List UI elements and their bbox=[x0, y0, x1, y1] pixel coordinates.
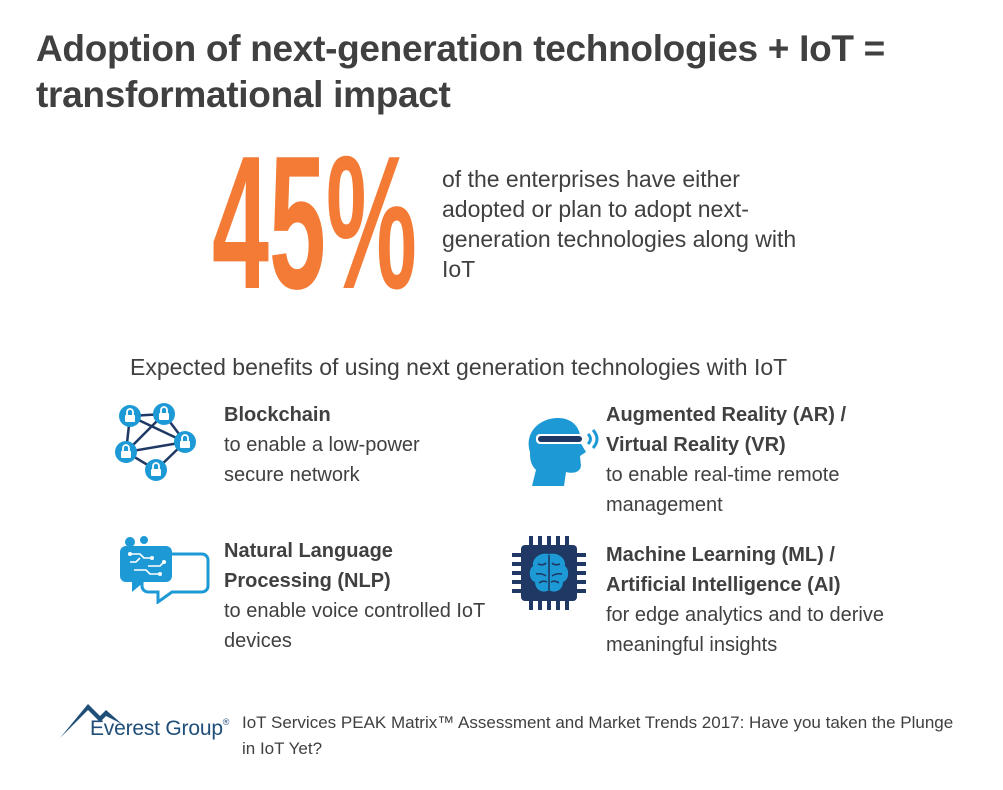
benefit-description: to enable real-time remote management bbox=[606, 464, 840, 516]
logo-registered-mark: ® bbox=[222, 717, 230, 727]
benefit-name: Machine Learning (ML) / Artificial Intel… bbox=[606, 544, 841, 596]
source-citation: IoT Services PEAK Matrix™ Assessment and… bbox=[242, 713, 954, 758]
benefit-name: Augmented Reality (AR) / Virtual Reality… bbox=[606, 404, 847, 456]
speech-bubbles-brain-icon bbox=[118, 536, 210, 605]
mountain-logo-icon bbox=[60, 704, 122, 738]
benefit-description: to enable a low-power secure network bbox=[224, 434, 420, 486]
brain-chip-icon bbox=[512, 536, 586, 610]
vr-headset-head-icon bbox=[518, 412, 602, 492]
stat-value-text: 45% bbox=[212, 150, 417, 300]
stat-description: of the enterprises have either adopted o… bbox=[442, 166, 797, 282]
blockchain-network-icon bbox=[110, 402, 198, 482]
benefit-name: Blockchain bbox=[224, 404, 331, 426]
stat-value: 45% bbox=[212, 150, 422, 300]
benefit-name: Natural Language Processing (NLP) bbox=[224, 540, 393, 592]
benefit-description: for edge analytics and to derive meaning… bbox=[606, 604, 884, 656]
everest-group-logo: Everest Group® bbox=[58, 698, 238, 750]
benefits-heading: Expected benefits of using next generati… bbox=[130, 354, 788, 380]
benefit-description: to enable voice controlled IoT devices bbox=[224, 600, 485, 652]
page-title: Adoption of next-generation technologies… bbox=[36, 28, 885, 115]
logo-text: Everest Group bbox=[90, 717, 223, 740]
